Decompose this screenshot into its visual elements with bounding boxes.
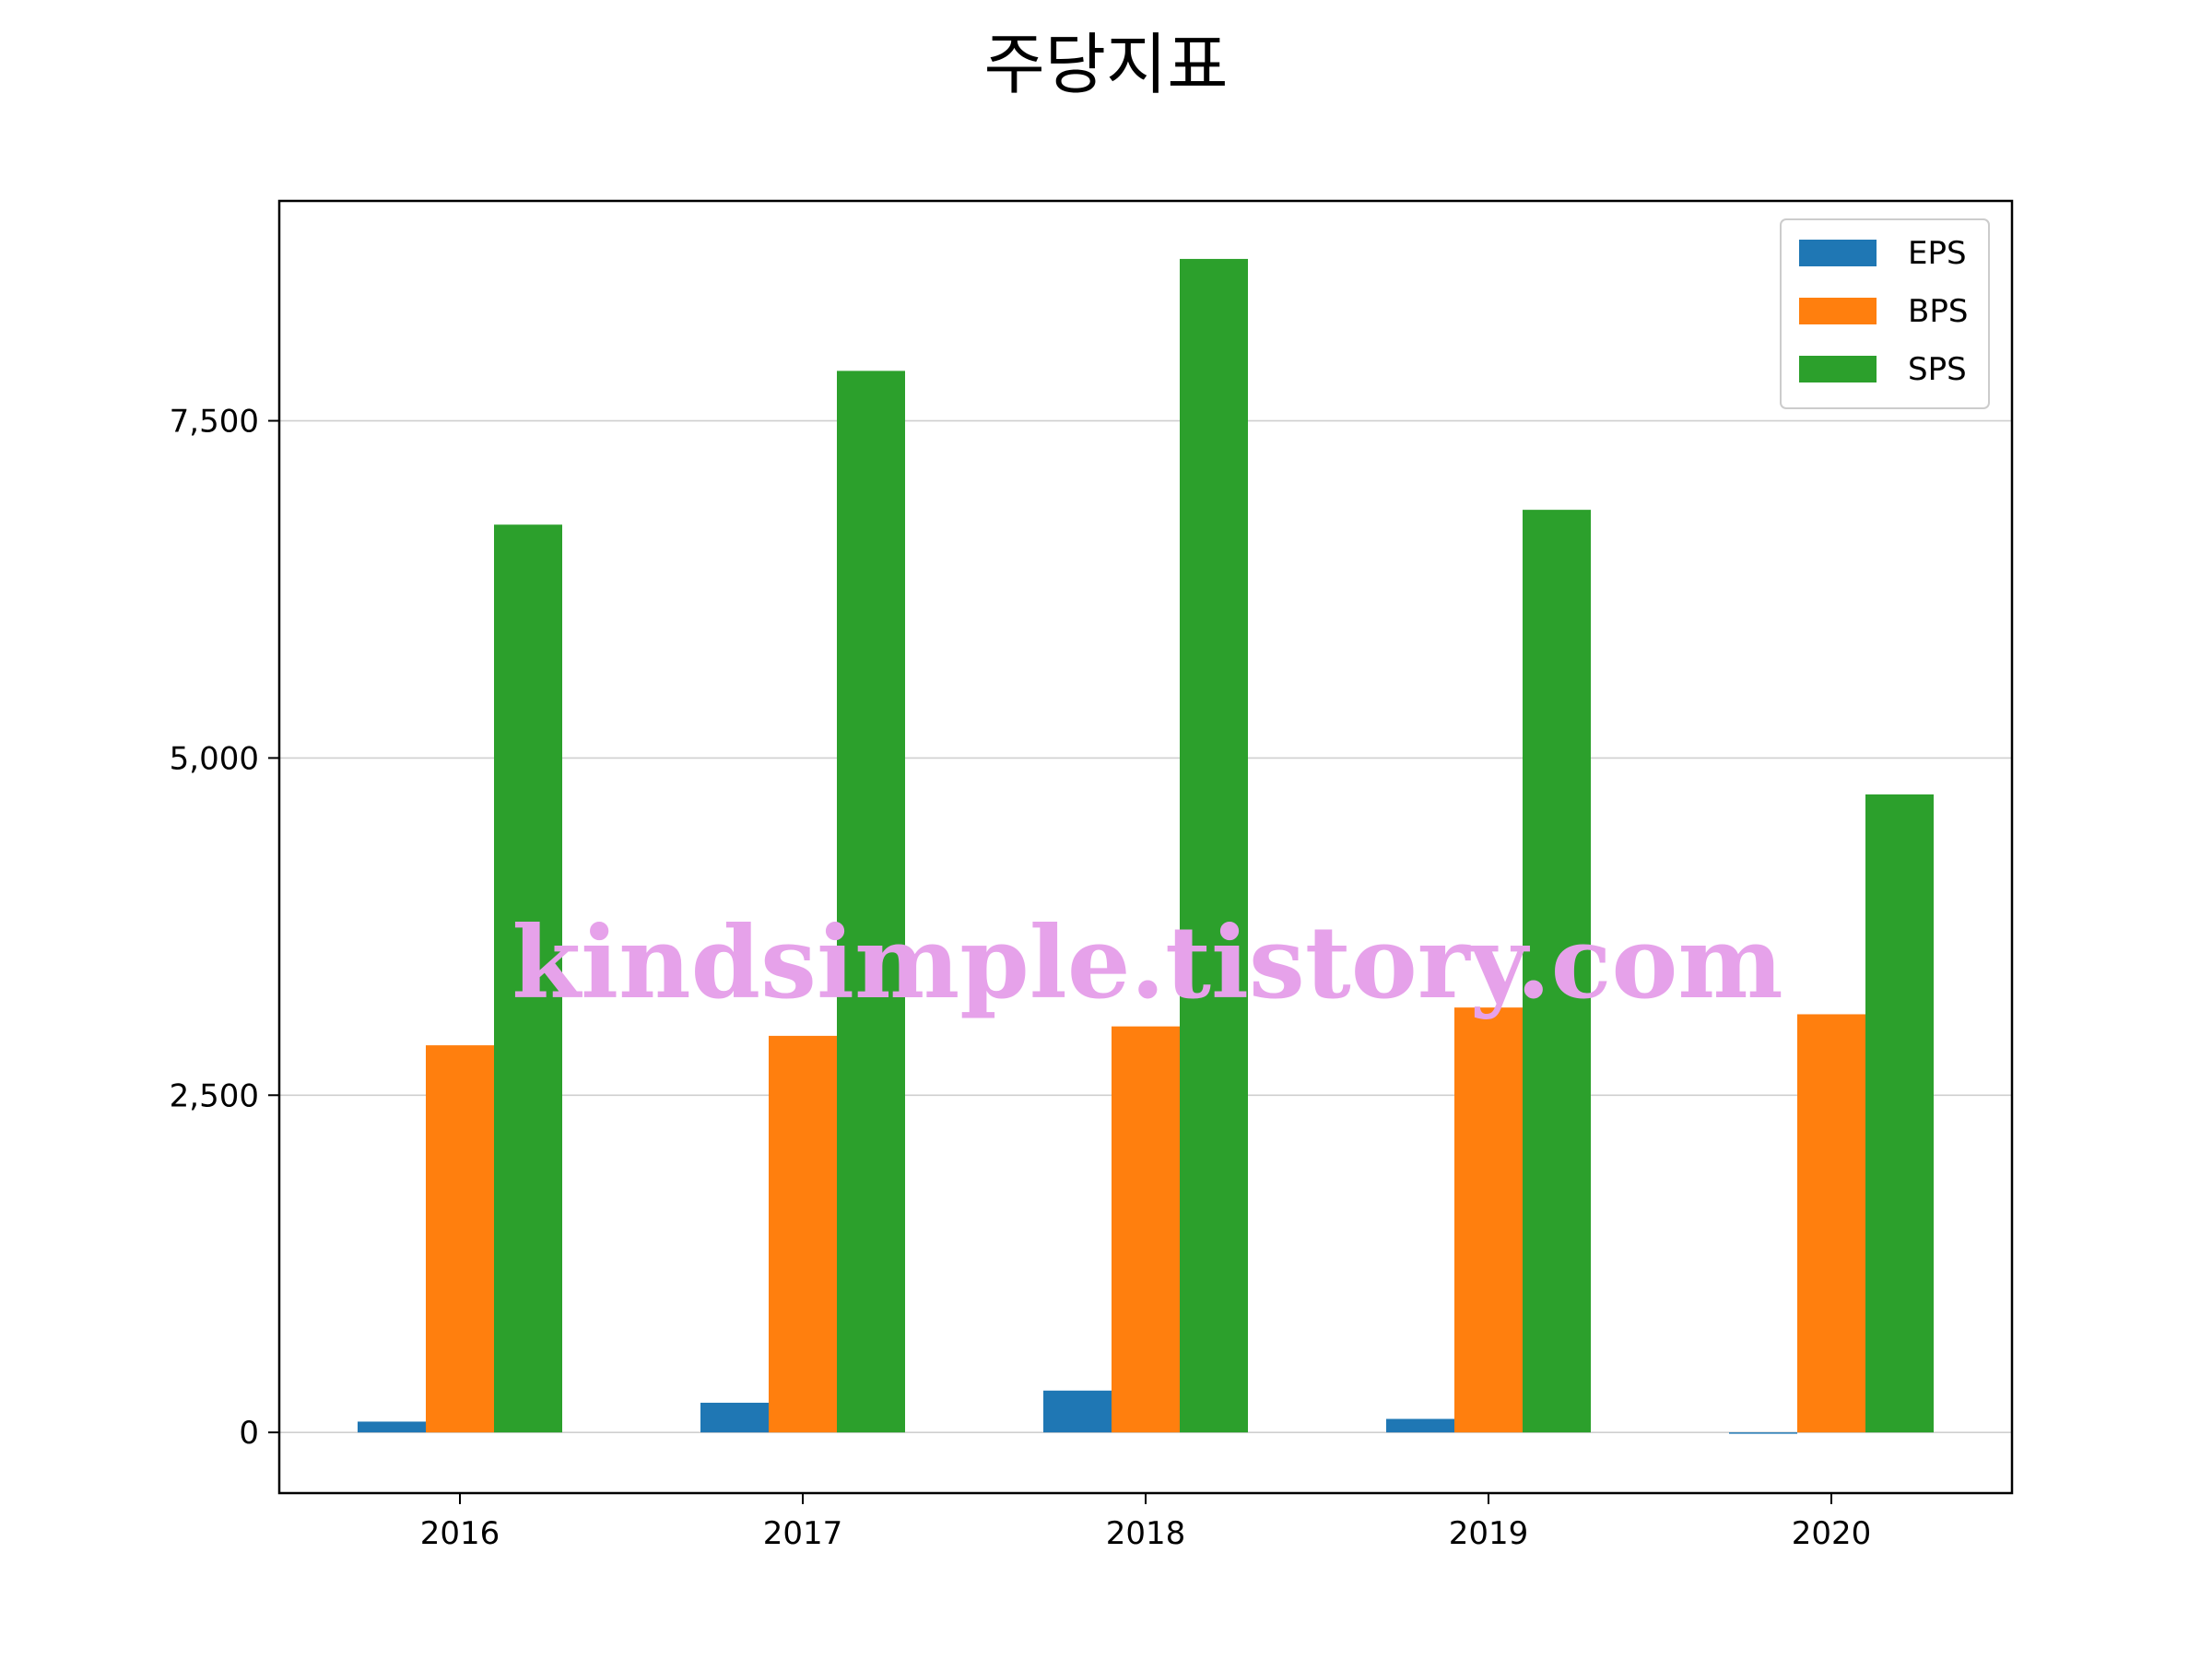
bar-bps-2019 [1454, 1007, 1523, 1433]
bar-eps-2017 [700, 1402, 769, 1433]
bar-bps-2016 [426, 1045, 494, 1433]
bar-eps-2020 [1729, 1432, 1797, 1434]
y-tick-label: 5,000 [170, 740, 259, 777]
x-tick-label: 2018 [1106, 1515, 1186, 1552]
bar-eps-2016 [358, 1421, 426, 1433]
legend-label-eps: EPS [1908, 235, 1967, 272]
y-tick-label: 7,500 [170, 404, 259, 441]
x-tick-label: 2019 [1449, 1515, 1529, 1552]
bar-sps-2017 [837, 371, 905, 1433]
x-tick-label: 2016 [420, 1515, 500, 1552]
bar-bps-2017 [769, 1035, 837, 1433]
bar-sps-2018 [1180, 258, 1248, 1433]
legend-swatch-sps [1799, 356, 1877, 382]
x-tick-label: 2020 [1792, 1515, 1872, 1552]
y-axis: 0 2,500 5,000 7,500 [170, 404, 279, 1452]
legend-swatch-bps [1799, 298, 1877, 324]
bar-sps-2020 [1865, 794, 1934, 1433]
bar-bps-2018 [1112, 1026, 1180, 1433]
bar-eps-2019 [1386, 1418, 1454, 1433]
bar-sps-2019 [1523, 510, 1591, 1433]
x-tick-label: 2017 [763, 1515, 843, 1552]
bar-eps-2018 [1043, 1390, 1112, 1433]
legend-label-bps: BPS [1908, 293, 1968, 330]
watermark: kindsimple.tistory.com [512, 905, 1783, 1021]
legend-swatch-eps [1799, 240, 1877, 266]
chart-title: 주당지표 [984, 26, 1229, 103]
bars [358, 258, 1934, 1434]
x-axis: 2016 2017 2018 2019 2020 [420, 1493, 1872, 1552]
bar-bps-2020 [1797, 1014, 1865, 1433]
legend-label-sps: SPS [1908, 351, 1967, 388]
legend[interactable]: EPS BPS SPS [1780, 218, 1990, 409]
bar-sps-2016 [494, 524, 562, 1433]
y-tick-label: 0 [239, 1415, 259, 1452]
y-tick-label: 2,500 [170, 1077, 259, 1114]
